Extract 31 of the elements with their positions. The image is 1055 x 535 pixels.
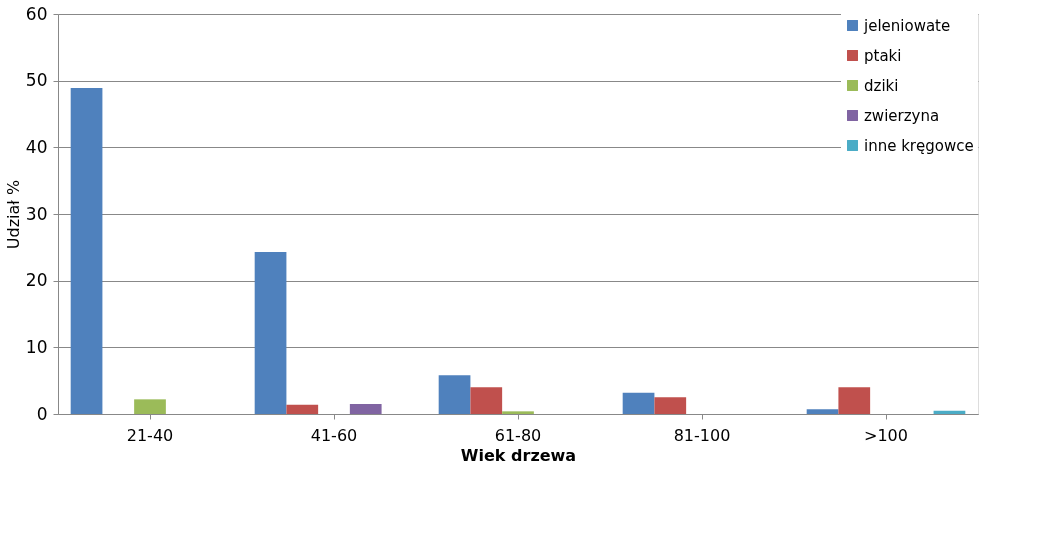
legend-label: inne kręgowce [864,136,974,155]
x-tick-label: 61-80 [494,425,542,445]
y-tick-label: 20 [25,270,48,291]
bar [838,387,871,414]
x-tick-label: 41-60 [310,425,358,445]
y-axis-title: Udział % [3,179,23,250]
y-tick-label: 0 [36,403,48,424]
bar [806,409,839,414]
bar [286,404,319,414]
bar [70,88,103,414]
legend-label: jeleniowate [863,16,951,35]
x-axis-title: Wiek drzewa [460,445,577,465]
y-tick-label: 30 [25,203,48,224]
x-tick-label: >100 [864,425,908,445]
y-tick-label: 50 [25,70,48,91]
bar [654,397,687,414]
bar [622,392,655,414]
legend-label: dziki [864,76,899,95]
x-tick-label: 21-40 [126,425,174,445]
bar [438,375,471,414]
legend-label: ptaki [864,46,902,65]
legend-label: zwierzyna [864,106,940,125]
bar [349,404,382,414]
bar [470,387,503,414]
bar [502,411,534,414]
x-tick-label: 81-100 [673,425,731,445]
bar [254,252,287,414]
y-tick-label: 40 [25,136,48,157]
bar [134,399,166,414]
y-tick-label: 60 [25,3,48,24]
y-tick-label: 10 [25,336,48,357]
